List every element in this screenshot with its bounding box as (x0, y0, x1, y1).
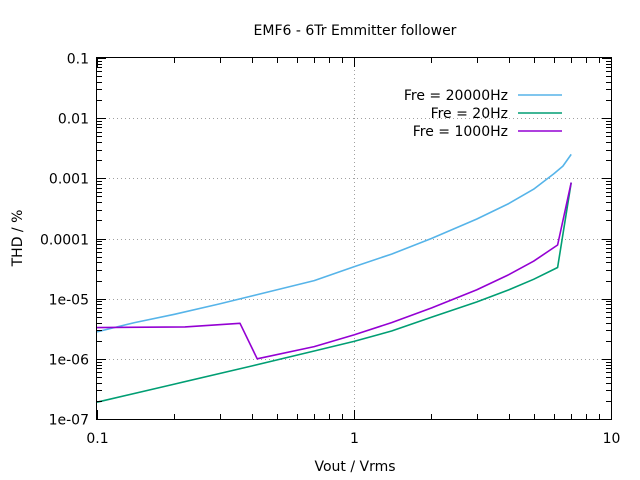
y-tick-label: 0.01 (58, 112, 89, 128)
chart-title: EMF6 - 6Tr Emmitter follower (254, 23, 457, 39)
x-tick-label: 1 (350, 431, 359, 447)
legend-label-2: Fre = 1000Hz (413, 124, 508, 140)
series-line-2 (96, 182, 572, 360)
x-axis-label: Vout / Vrms (314, 459, 395, 475)
y-tick-label: 0.0001 (40, 233, 89, 249)
plot-series (96, 153, 572, 403)
plot-frame (96, 57, 612, 420)
y-tick-label: 1e-05 (49, 293, 89, 309)
y-tick-label: 1e-06 (49, 353, 89, 369)
x-tick-label: 10 (603, 431, 621, 447)
grid (97, 58, 611, 419)
legend-label-0: Fre = 20000Hz (404, 88, 508, 104)
series-line-1 (96, 182, 572, 403)
axis-ticks (97, 58, 612, 420)
legend: Fre = 20000Hz Fre = 20Hz Fre = 1000Hz (404, 88, 562, 140)
axis-tick-labels: 0.1 1 10 1e-07 1e-06 1e-05 0.0001 0.001 0.01 0.1 (40, 52, 620, 448)
y-axis-label: THD / % (10, 210, 26, 268)
y-tick-label: 1e-07 (49, 413, 89, 429)
x-tick-label: 0.1 (86, 431, 108, 447)
series-line-0 (96, 153, 572, 333)
legend-label-1: Fre = 20Hz (431, 106, 508, 122)
y-tick-label: 0.001 (49, 172, 89, 188)
y-tick-label: 0.1 (67, 52, 89, 68)
